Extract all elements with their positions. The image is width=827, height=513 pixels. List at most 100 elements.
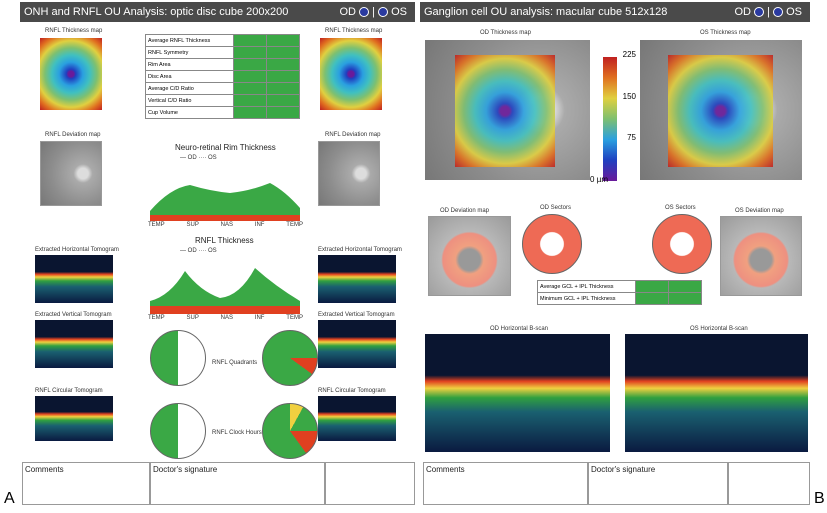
panel-a-header: ONH and RNFL OU Analysis: optic disc cub… xyxy=(20,2,415,22)
od-sectors-label: OD Sectors xyxy=(540,205,572,211)
tomogram-image xyxy=(318,396,396,441)
row-label: Cup Volume xyxy=(145,106,234,119)
rnfl-chart-title: RNFL Thickness xyxy=(195,236,254,245)
value-cell xyxy=(635,280,669,293)
panel-b-header: Ganglion cell OU analysis: macular cube … xyxy=(420,2,810,22)
value-cell xyxy=(266,106,300,119)
legend-os: OS xyxy=(208,155,217,161)
rim-red-band xyxy=(150,215,300,221)
value-cell xyxy=(233,70,267,83)
value-cell xyxy=(266,46,300,59)
x-label: TEMP xyxy=(148,315,165,321)
rnfl-table: Average RNFL Thickness RNFL Symmetry Rim A… xyxy=(145,34,300,119)
value-cell xyxy=(233,94,267,107)
panel-a-title: ONH and RNFL OU Analysis: optic disc cub… xyxy=(24,6,289,18)
table-row: Cup Volume xyxy=(145,106,300,119)
clock-hours-label: RNFL Clock Hours xyxy=(212,430,262,436)
value-cell xyxy=(266,70,300,83)
value-cell xyxy=(233,58,267,71)
value-cell xyxy=(266,34,300,47)
gcl-table: Average GCL + IPL Thickness Minimum GCL +… xyxy=(537,280,702,305)
scale-label: 225 xyxy=(622,50,636,59)
tomogram-label: Extracted Horizontal Tomogram xyxy=(35,247,119,253)
tomogram-image xyxy=(318,320,396,368)
table-row: Minimum GCL + IPL Thickness xyxy=(537,292,702,305)
eye-legend: OD | OS xyxy=(734,6,802,18)
device-info-box xyxy=(728,462,810,505)
od-sectors xyxy=(522,214,582,274)
row-label: Minimum GCL + IPL Thickness xyxy=(537,292,636,305)
os-clock-hours xyxy=(262,403,318,459)
rim-x-labels: TEMP SUP NAS INF TEMP xyxy=(148,222,303,228)
os-deviation-map xyxy=(318,141,380,206)
quadrants-label: RNFL Quadrants xyxy=(212,360,258,366)
comments-label: Comments xyxy=(426,465,465,474)
panel-b-title: Ganglion cell OU analysis: macular cube … xyxy=(424,6,668,18)
signature-label: Doctor's signature xyxy=(153,465,218,474)
x-label: SUP xyxy=(186,222,199,228)
legend-od: OD xyxy=(187,248,197,254)
table-row: Disc Area xyxy=(145,70,300,83)
value-cell xyxy=(668,292,702,305)
os-sectors-label: OS Sectors xyxy=(665,205,696,211)
device-info-box xyxy=(325,462,415,505)
od-quadrants xyxy=(150,330,206,386)
value-cell xyxy=(233,46,267,59)
od-gcl-map xyxy=(455,55,555,167)
od-dev-label: OD Deviation map xyxy=(440,208,490,214)
x-label: NAS xyxy=(220,315,233,321)
panel-b-letter: B xyxy=(814,490,825,507)
rim-area xyxy=(150,183,300,221)
row-label: Average GCL + IPL Thickness xyxy=(537,280,636,293)
os-deviation-map xyxy=(720,216,802,296)
od-map-label: OD Thickness map xyxy=(480,30,531,36)
tomogram-label: RNFL Circular Tomogram xyxy=(318,388,386,394)
table-row: Average GCL + IPL Thickness xyxy=(537,280,702,293)
x-label: TEMP xyxy=(286,315,303,321)
rnfl-od-line xyxy=(150,264,300,301)
tomogram-label: Extracted Vertical Tomogram xyxy=(318,312,395,318)
signature-box: Doctor's signature xyxy=(588,462,728,505)
table-row: Vertical C/D Ratio xyxy=(145,94,300,107)
row-label: Disc Area xyxy=(145,70,234,83)
row-label: Average C/D Ratio xyxy=(145,82,234,95)
tomogram-label: Extracted Horizontal Tomogram xyxy=(318,247,402,253)
rim-chart-title: Neuro-retinal Rim Thickness xyxy=(175,143,276,152)
value-cell xyxy=(233,106,267,119)
od-clock-hours xyxy=(150,403,206,459)
od-deviation-map xyxy=(40,141,102,206)
x-label: NAS xyxy=(220,222,233,228)
table-row: Rim Area xyxy=(145,58,300,71)
os-bscan-label: OS Horizontal B-scan xyxy=(690,326,748,332)
tomogram-label: RNFL Circular Tomogram xyxy=(35,388,103,394)
panel-a-letter: A xyxy=(4,490,15,507)
tomogram-label: Extracted Vertical Tomogram xyxy=(35,312,112,318)
comments-box: Comments xyxy=(22,462,150,505)
x-label: INF xyxy=(254,315,265,321)
os-label: OS xyxy=(391,6,407,18)
eye-legend: OD | OS xyxy=(339,6,407,18)
od-bscan-label: OD Horizontal B-scan xyxy=(490,326,549,332)
comments-label: Comments xyxy=(25,465,64,474)
os-quadrants xyxy=(262,330,318,386)
rim-legend: — OD ···· OS xyxy=(180,155,217,161)
scale-label: 75 xyxy=(627,133,636,142)
x-label: INF xyxy=(254,222,265,228)
color-scale xyxy=(603,57,617,181)
os-map-label: RNFL Thickness map xyxy=(325,28,383,34)
od-rnfl-map xyxy=(40,38,102,110)
tomogram-image xyxy=(35,396,113,441)
rnfl-red xyxy=(150,306,300,314)
row-label: RNFL Symmetry xyxy=(145,46,234,59)
od-label: OD xyxy=(734,6,751,18)
value-cell xyxy=(668,280,702,293)
tomogram-image xyxy=(35,320,113,368)
rim-chart xyxy=(150,183,300,221)
value-cell xyxy=(266,82,300,95)
x-label: SUP xyxy=(186,315,199,321)
os-bscan xyxy=(625,334,808,452)
legend-od: OD xyxy=(187,155,197,161)
x-label: TEMP xyxy=(286,222,303,228)
comments-box: Comments xyxy=(423,462,588,505)
